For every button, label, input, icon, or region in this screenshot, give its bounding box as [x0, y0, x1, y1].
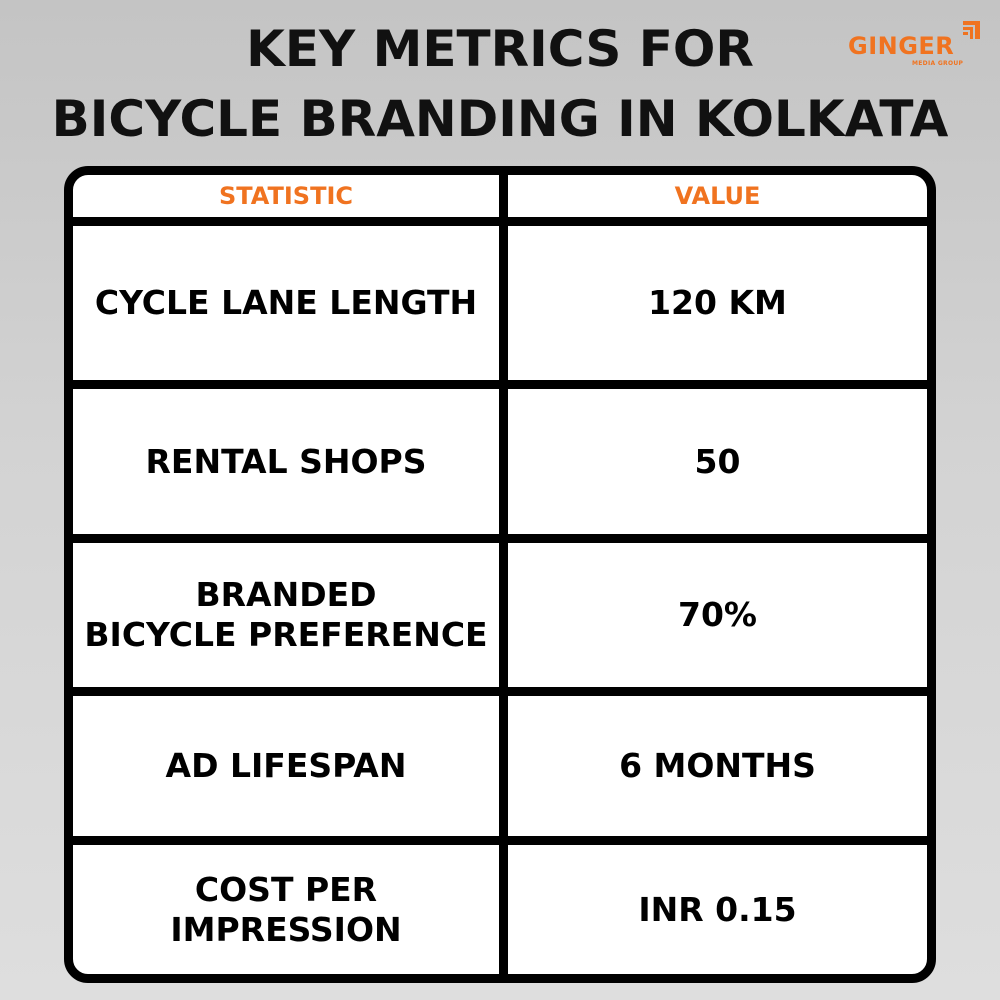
statistic-line-2: IMPRESSION [170, 909, 402, 949]
page-title-line-1: KEY METRICS FOR [246, 20, 754, 78]
metrics-table: STATISTIC VALUE CYCLE LANE LENGTH 120 KM… [64, 166, 936, 983]
row-divider [73, 217, 927, 226]
statistic-line-2: BICYCLE PREFERENCE [84, 615, 488, 654]
table-row-statistic: COST PER IMPRESSION [73, 845, 499, 974]
table-row-value: 120 KM [648, 283, 787, 323]
page-title-line-2: BICYCLE BRANDING IN KOLKATA [51, 90, 949, 148]
table-row-value: 50 [694, 441, 741, 481]
column-divider [499, 175, 508, 974]
table-row-value: 70% [678, 595, 757, 635]
statistic-line-1: BRANDED [195, 575, 377, 615]
logo-tagline: MEDIA GROUP [912, 60, 964, 67]
column-header-value: VALUE [674, 181, 761, 210]
column-header-statistic: STATISTIC [218, 181, 353, 210]
row-divider [73, 687, 927, 696]
logo-mark-icon [963, 21, 980, 39]
table-row-statistic: BRANDED BICYCLE PREFERENCE [73, 543, 499, 687]
table-row-statistic: RENTAL SHOPS [145, 441, 427, 481]
table-row-value: 6 MONTHS [619, 746, 816, 786]
table-row-statistic: AD LIFESPAN [165, 746, 407, 786]
table-row-value: INR 0.15 [638, 889, 797, 929]
row-divider [73, 534, 927, 543]
table-row-statistic: CYCLE LANE LENGTH [94, 283, 478, 323]
statistic-line-1: COST PER [194, 869, 378, 909]
ginger-media-group-logo: GINGER MEDIA GROUP [848, 20, 988, 70]
row-divider [73, 836, 927, 845]
logo-wordmark: GINGER [848, 32, 955, 60]
row-divider [73, 380, 927, 389]
